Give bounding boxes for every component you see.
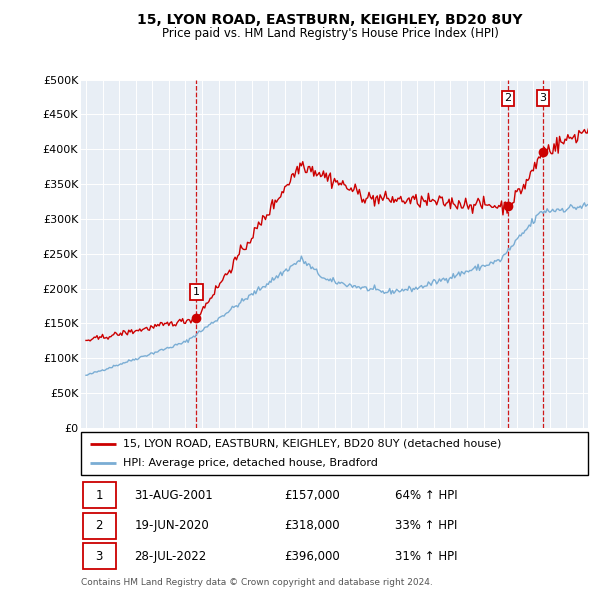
Bar — [83, 482, 116, 508]
Text: 28-JUL-2022: 28-JUL-2022 — [134, 550, 206, 563]
Text: £157,000: £157,000 — [284, 489, 340, 502]
Text: 2: 2 — [504, 93, 511, 103]
Text: 2: 2 — [95, 519, 103, 532]
Text: Price paid vs. HM Land Registry's House Price Index (HPI): Price paid vs. HM Land Registry's House … — [161, 27, 499, 40]
Text: 31% ↑ HPI: 31% ↑ HPI — [395, 550, 458, 563]
Text: 15, LYON ROAD, EASTBURN, KEIGHLEY, BD20 8UY: 15, LYON ROAD, EASTBURN, KEIGHLEY, BD20 … — [137, 13, 523, 27]
Text: £396,000: £396,000 — [284, 550, 340, 563]
Text: 33% ↑ HPI: 33% ↑ HPI — [395, 519, 458, 532]
Text: 64% ↑ HPI: 64% ↑ HPI — [395, 489, 458, 502]
Text: 15, LYON ROAD, EASTBURN, KEIGHLEY, BD20 8UY (detached house): 15, LYON ROAD, EASTBURN, KEIGHLEY, BD20 … — [122, 439, 501, 449]
Bar — [83, 543, 116, 569]
Text: 3: 3 — [95, 550, 103, 563]
Text: £318,000: £318,000 — [284, 519, 340, 532]
Text: 19-JUN-2020: 19-JUN-2020 — [134, 519, 209, 532]
Text: 1: 1 — [95, 489, 103, 502]
Text: 1: 1 — [193, 287, 200, 297]
Bar — [83, 513, 116, 539]
Text: 31-AUG-2001: 31-AUG-2001 — [134, 489, 213, 502]
Text: 3: 3 — [539, 93, 547, 103]
Text: Contains HM Land Registry data © Crown copyright and database right 2024.: Contains HM Land Registry data © Crown c… — [81, 578, 433, 586]
Text: HPI: Average price, detached house, Bradford: HPI: Average price, detached house, Brad… — [122, 458, 377, 468]
